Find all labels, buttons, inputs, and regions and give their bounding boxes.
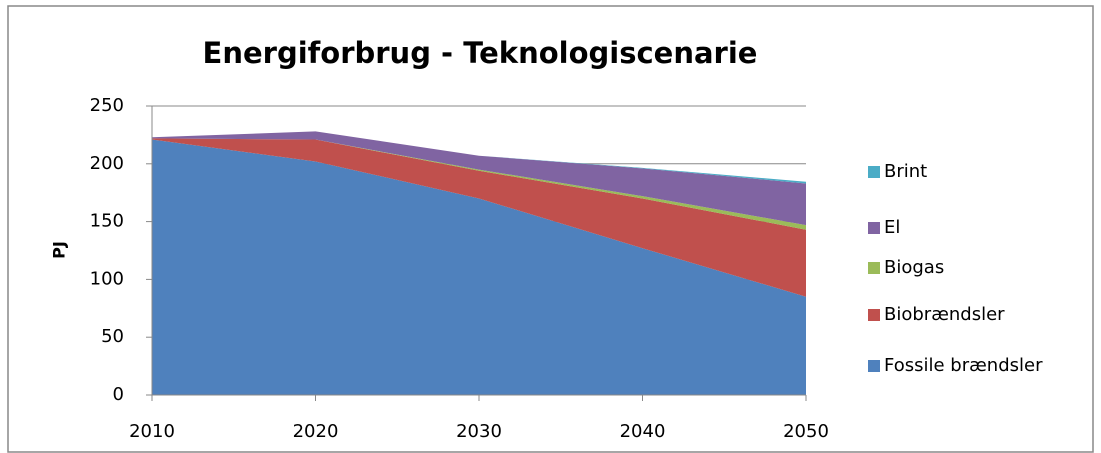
legend-swatch [868, 309, 880, 321]
x-tick-label: 2030 [456, 421, 502, 442]
y-tick-label: 150 [90, 211, 124, 232]
area [152, 139, 806, 395]
legend-label: Fossile brændsler [884, 355, 1043, 376]
x-tick-label: 2010 [129, 421, 175, 442]
x-tick-label: 2050 [783, 421, 829, 442]
y-tick-label: 0 [113, 384, 124, 405]
x-tick-label: 2020 [293, 421, 339, 442]
y-axis-title: PJ [50, 241, 69, 259]
y-tick-label: 250 [90, 95, 124, 116]
legend-label: Biobrændsler [884, 304, 1005, 325]
legend-label: El [884, 217, 900, 238]
y-tick-label: 100 [90, 268, 124, 289]
legend-label: Brint [884, 161, 927, 182]
area [152, 131, 806, 226]
y-tick-label: 200 [90, 153, 124, 174]
legend-swatch [868, 262, 880, 274]
legend-swatch [868, 222, 880, 234]
y-tick-label: 50 [101, 326, 124, 347]
chart-title: Energiforbrug - Teknologiscenarie [203, 36, 758, 70]
legend-swatch [868, 360, 880, 372]
area [152, 138, 806, 297]
legend-swatch [868, 166, 880, 178]
x-tick-label: 2040 [620, 421, 666, 442]
legend-label: Biogas [884, 257, 944, 278]
